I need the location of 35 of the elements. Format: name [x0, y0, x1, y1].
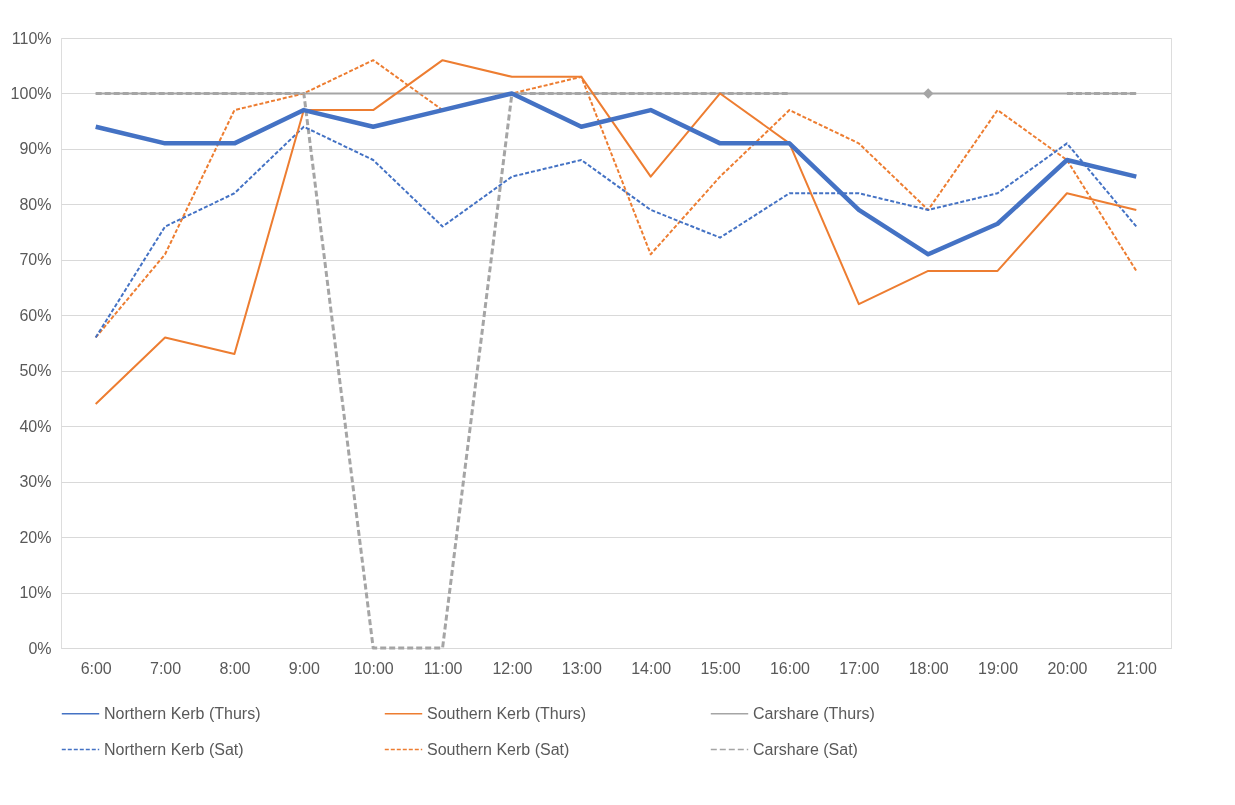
y-tick-label: 50%	[19, 362, 52, 380]
legend-label: Carshare (Thurs)	[753, 704, 875, 722]
x-tick-label: 6:00	[80, 659, 112, 677]
y-tick-label: 100%	[10, 84, 52, 102]
line-series	[94, 59, 1138, 405]
x-tick-label: 20:00	[1047, 659, 1088, 677]
legend-label: Northern Kerb (Sat)	[104, 740, 244, 758]
x-tick-label: 11:00	[423, 659, 463, 677]
x-tick-label: 14:00	[631, 659, 672, 677]
y-tick-label: 60%	[19, 306, 52, 324]
y-tick-label: 0%	[28, 639, 52, 657]
y-tick-label: 20%	[19, 528, 52, 546]
legend-label: Southern Kerb (Sat)	[427, 740, 570, 758]
y-tick-label: 70%	[19, 251, 52, 269]
x-tick-label: 19:00	[978, 659, 1019, 677]
x-tick-label: 17:00	[839, 659, 880, 677]
y-tick-label: 80%	[19, 195, 52, 213]
legend-label: Carshare (Sat)	[753, 740, 858, 758]
x-tick-label: 10:00	[353, 659, 394, 677]
x-tick-label: 13:00	[561, 659, 602, 677]
x-tick-label: 16:00	[769, 659, 811, 677]
y-tick-label: 40%	[19, 417, 52, 435]
x-tick-label: 18:00	[908, 659, 949, 677]
x-tick-label: 7:00	[149, 659, 182, 677]
x-tick-label: 21:00	[1116, 659, 1157, 677]
y-tick-label: 10%	[19, 584, 52, 602]
legend-label: Northern Kerb (Thurs)	[104, 704, 261, 722]
legend-label: Southern Kerb (Thurs)	[427, 704, 587, 722]
x-tick-label: 9:00	[288, 659, 320, 677]
y-tick-label: 90%	[19, 140, 52, 158]
x-tick-label: 8:00	[219, 659, 251, 677]
x-tick-label: 15:00	[700, 659, 741, 677]
x-tick-label: 12:00	[492, 659, 533, 677]
y-tick-label: 30%	[19, 473, 52, 491]
y-tick-label: 110%	[11, 29, 52, 47]
